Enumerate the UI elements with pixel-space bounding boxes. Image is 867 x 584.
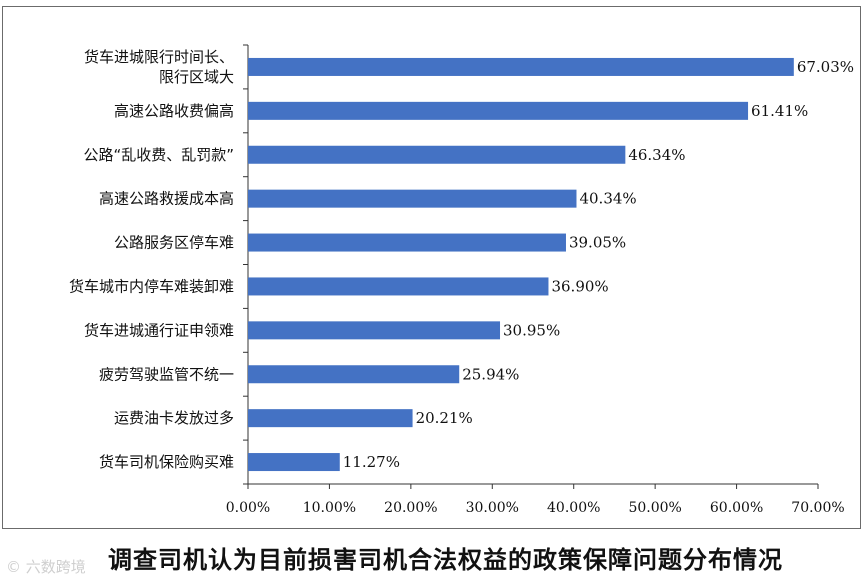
x-tick-label: 50.00% — [628, 500, 681, 516]
category-label: 货车进城限行时间长、 — [84, 48, 234, 66]
data-label: 36.90% — [551, 277, 608, 295]
bar — [248, 277, 549, 296]
chart-title: 调查司机认为目前损害司机合法权益的政策保障问题分布情况 — [108, 546, 783, 574]
x-tick-label: 10.00% — [303, 500, 356, 516]
category-label: 限行区域大 — [159, 68, 234, 86]
bar — [248, 145, 626, 164]
x-tick-label: 40.00% — [547, 500, 600, 516]
data-label: 46.34% — [628, 146, 685, 164]
x-tick-label: 0.00% — [226, 500, 270, 516]
data-label: 20.21% — [416, 409, 473, 427]
watermark: © 六数跨境 — [6, 558, 86, 576]
category-label: 高速公路救援成本高 — [99, 190, 234, 208]
bar — [248, 409, 413, 428]
data-label: 67.03% — [797, 58, 854, 76]
bar — [248, 365, 460, 384]
bar — [248, 189, 577, 208]
chart-frame — [2, 6, 861, 529]
x-tick-label: 30.00% — [466, 500, 519, 516]
x-tick-label: 20.00% — [384, 500, 437, 516]
bar — [248, 453, 340, 472]
data-label: 40.34% — [579, 190, 636, 208]
category-label: 货车进城通行证申领难 — [84, 321, 234, 339]
bar — [248, 57, 794, 76]
category-label: 运费油卡发放过多 — [114, 409, 234, 427]
data-label: 25.94% — [462, 365, 519, 383]
category-label: 货车司机保险购买难 — [99, 453, 234, 471]
x-tick-label: 60.00% — [710, 500, 763, 516]
data-label: 61.41% — [751, 102, 808, 120]
x-tick-label: 70.00% — [791, 500, 844, 516]
bar — [248, 233, 566, 252]
bar — [248, 101, 749, 120]
category-label: 公路“乱收费、乱罚款” — [83, 146, 234, 164]
category-label: 疲劳驾驶监管不统一 — [99, 365, 234, 383]
data-label: 11.27% — [343, 453, 400, 471]
category-label: 货车城市内停车难装卸难 — [69, 277, 234, 295]
data-label: 30.95% — [503, 321, 560, 339]
data-label: 39.05% — [569, 234, 626, 252]
bar — [248, 321, 501, 340]
category-label: 高速公路收费偏高 — [114, 102, 234, 120]
category-label: 公路服务区停车难 — [114, 234, 234, 252]
